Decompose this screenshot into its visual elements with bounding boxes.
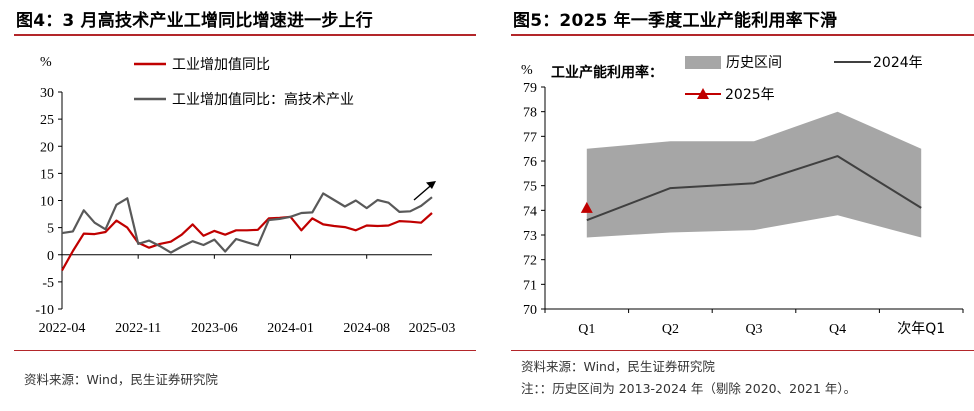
right-x-tick-label: Q2	[662, 322, 679, 337]
left-x-tick-label: 2024-08	[343, 321, 390, 336]
right-y-tick-label: 73	[523, 229, 537, 244]
right-y-tick-label: 74	[523, 204, 537, 219]
right-x-tick-label: Q1	[578, 322, 595, 337]
right-y-unit: %	[521, 63, 533, 78]
left-y-tick-label: 15	[40, 167, 54, 182]
right-history-band	[586, 111, 922, 238]
left-x-tick-label: 2024-01	[267, 321, 314, 336]
left-source-note: 资料来源：Wind，民生证券研究院	[24, 372, 218, 387]
right-y-tick-label: 71	[523, 278, 537, 293]
left-x-tick-label: 2022-04	[39, 321, 86, 336]
left-x-tick-label: 2023-06	[191, 321, 238, 336]
left-series-industrial-line	[61, 212, 433, 272]
left-bottom-rule	[14, 350, 476, 351]
right-series-2024-line	[586, 155, 922, 222]
right-chart-subtitle: 工业产能利用率：	[551, 64, 663, 81]
right-y-tick-label: 79	[523, 81, 537, 96]
left-y-tick-label: 30	[40, 86, 54, 101]
right-chart-svg: 70 71 72 73 74 75 76 77 78 79 Q1 Q2 Q3 Q4 次年Q1% 工业产能利用率…	[521, 55, 964, 337]
right-y-tick-label: 76	[523, 155, 537, 170]
right-y-tick-label: 75	[523, 180, 537, 195]
left-title-rule	[14, 34, 476, 36]
right-legend-band-label: 历史区间	[726, 55, 782, 71]
left-x-tick-label: 2025-03	[409, 321, 456, 336]
left-x-tick-label: 2022-11	[115, 321, 161, 336]
right-legend-2024-label: 2024年	[873, 55, 923, 71]
left-series-hightech-line	[61, 192, 433, 254]
left-y-unit: %	[40, 55, 52, 70]
right-title-rule	[511, 34, 974, 36]
right-y-tick-label: 78	[523, 106, 537, 121]
right-footnote: 注：：历史区间为 2013-2024 年（剔除 2020、2021 年）。	[521, 381, 857, 396]
left-y-tick-label: 0	[47, 249, 54, 264]
right-legend-2025-label: 2025年	[725, 87, 775, 103]
left-y-tick-label: -10	[35, 303, 54, 318]
left-upward-arrow-head	[426, 181, 436, 189]
right-chart-title: 图5：2025 年一季度工业产能利用率下滑	[513, 11, 838, 31]
right-source-note: 资料来源：Wind，民生证券研究院	[521, 359, 715, 374]
right-y-tick-label: 70	[523, 303, 537, 318]
right-x-tick-label: Q4	[829, 322, 846, 337]
left-legend-label: 工业增加值同比：高技术产业	[172, 91, 354, 108]
left-legend-label: 工业增加值同比	[172, 57, 270, 73]
left-y-tick-label: 25	[40, 113, 54, 128]
left-chart-panel: 图4：3 月高技术产业工增同比增速进一步上行 -10 -5 0 5 10 15 20 25 30…	[0, 0, 480, 411]
right-y-tick-label: 72	[523, 254, 537, 269]
left-chart-title: 图4：3 月高技术产业工增同比增速进一步上行	[16, 11, 373, 31]
left-y-tick-label: 10	[40, 195, 54, 210]
right-legend-2025-swatch-marker	[697, 88, 709, 99]
left-chart-svg: -10 -5 0 5 10 15 20 25 30 2022-04 2022-11 2023-06 20…	[35, 55, 456, 336]
left-y-tick-label: 5	[47, 222, 54, 237]
right-bottom-rule	[511, 350, 974, 351]
left-upward-arrow-shaft	[413, 183, 433, 201]
left-y-tick-label: 20	[40, 140, 54, 155]
right-x-tick-label: Q3	[745, 322, 762, 337]
right-x-tick-label: 次年Q1	[897, 321, 945, 337]
right-chart-panel: 图5：2025 年一季度工业产能利用率下滑 70 71 72 73 74 75 76 77 78…	[497, 0, 974, 411]
right-series-2025-marker	[580, 201, 593, 213]
right-y-tick-label: 77	[523, 130, 537, 145]
left-y-tick-label: -5	[42, 276, 54, 291]
right-legend-band-swatch	[685, 56, 721, 69]
